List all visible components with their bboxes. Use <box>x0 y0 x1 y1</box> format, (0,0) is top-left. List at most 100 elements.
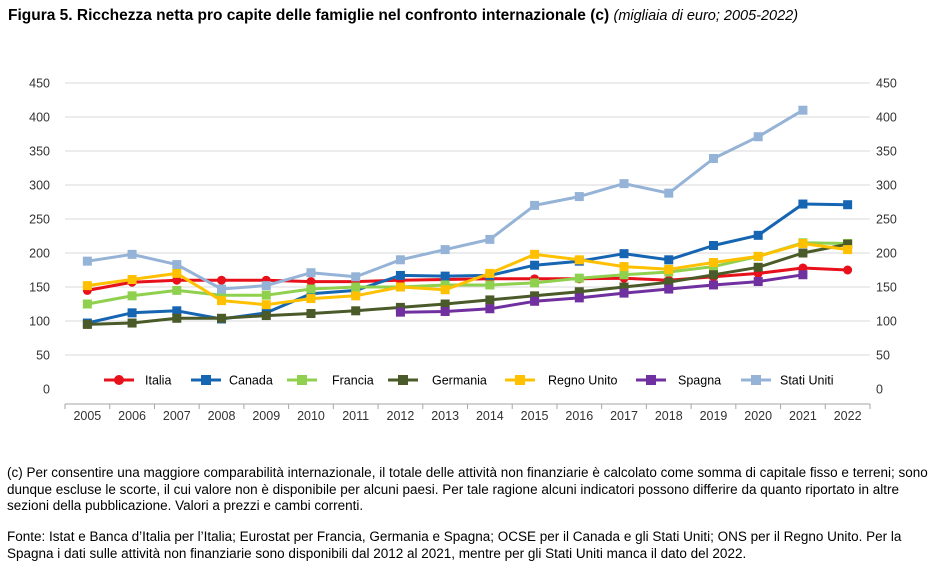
point-germania-2021 <box>798 248 808 258</box>
legend-label-regno-unito: Regno Unito <box>548 374 618 388</box>
legend-label-canada: Canada <box>229 374 273 388</box>
y-tick-right-150: 150 <box>876 281 897 295</box>
point-stati-uniti-2016 <box>574 192 584 202</box>
point-spagna-2015 <box>530 296 540 306</box>
point-stati-uniti-2013 <box>440 245 450 255</box>
point-francia-2016 <box>574 273 584 283</box>
point-regno-unito-2021 <box>798 238 808 248</box>
point-stati-uniti-2007 <box>172 260 182 270</box>
point-germania-2010 <box>306 309 316 319</box>
x-tick-2021: 2021 <box>789 409 817 423</box>
point-canada-2012 <box>395 270 405 280</box>
legend-marker-germania <box>398 375 408 385</box>
point-canada-2020 <box>753 230 763 240</box>
point-regno-unito-2010 <box>306 294 316 304</box>
point-francia-2014 <box>485 280 495 290</box>
point-germania-2016 <box>574 287 584 297</box>
legend-marker-spagna <box>646 375 656 385</box>
series-regno-unito <box>82 238 853 310</box>
point-francia-2008 <box>217 290 227 300</box>
point-francia-2013 <box>440 280 450 290</box>
point-spagna-2017 <box>619 288 629 298</box>
point-regno-unito-2006 <box>127 275 137 285</box>
point-regno-unito-2012 <box>395 282 405 292</box>
series-lines <box>82 105 853 329</box>
legend: Italia Canada Francia Germania Regno Unito Sp… <box>104 374 834 388</box>
y-tick-right-0: 0 <box>876 383 883 397</box>
point-germania-2014 <box>485 295 495 305</box>
point-germania-2012 <box>395 302 405 312</box>
point-stati-uniti-2006 <box>127 249 137 259</box>
point-regno-unito-2007 <box>172 268 182 278</box>
point-francia-2007 <box>172 285 182 295</box>
line-chart: 0 0 50 50 100 100 150 150 200 200 250 250 300 300 350 3… <box>29 77 897 424</box>
point-canada-2021 <box>798 199 808 209</box>
y-tick-left-150: 150 <box>29 281 50 295</box>
point-stati-uniti-2011 <box>351 272 361 282</box>
axes: 0 0 50 50 100 100 150 150 200 200 250 250 300 300 350 3… <box>29 77 897 424</box>
y-tick-left-350: 350 <box>29 145 50 159</box>
line-stati-uniti <box>87 108 804 291</box>
point-stati-uniti-2012 <box>395 255 405 265</box>
point-stati-uniti-2019 <box>708 153 718 163</box>
point-germania-2007 <box>172 313 182 323</box>
y-tick-right-200: 200 <box>876 247 897 261</box>
x-tick-2015: 2015 <box>521 409 549 423</box>
y-tick-right-400: 400 <box>876 111 897 125</box>
point-canada-2006 <box>127 308 137 318</box>
point-spagna-2021 <box>798 270 808 280</box>
y-tick-right-450: 450 <box>876 77 897 91</box>
y-tick-left-250: 250 <box>29 213 50 227</box>
x-tick-2009: 2009 <box>252 409 280 423</box>
point-spagna-2018 <box>664 284 674 294</box>
point-francia-2017 <box>619 270 629 280</box>
legend-item-germania: Germania <box>388 374 487 388</box>
y-tick-left-100: 100 <box>29 315 50 329</box>
point-francia-2009 <box>261 290 271 300</box>
x-tick-2016: 2016 <box>565 409 593 423</box>
point-stati-uniti-2015 <box>530 200 540 210</box>
point-regno-unito-2011 <box>351 291 361 301</box>
point-regno-unito-2016 <box>574 255 584 265</box>
y-tick-right-350: 350 <box>876 145 897 159</box>
point-italia-2008 <box>217 275 227 285</box>
point-germania-2009 <box>261 311 271 321</box>
point-canada-2010 <box>306 289 316 299</box>
legend-item-spagna: Spagna <box>636 374 721 388</box>
line-germania <box>87 242 848 326</box>
point-regno-unito-2005 <box>82 281 92 291</box>
legend-marker-regno-unito <box>515 375 525 385</box>
gridlines <box>65 82 870 356</box>
point-francia-2011 <box>351 282 361 292</box>
footnote-c: (c) Per consentire una maggiore comparab… <box>7 465 928 513</box>
point-stati-uniti-2017 <box>619 179 629 189</box>
x-tick-2011: 2011 <box>342 409 369 423</box>
y-tick-left-300: 300 <box>29 179 50 193</box>
point-canada-2013 <box>440 271 450 281</box>
point-francia-2010 <box>306 284 316 294</box>
point-germania-2020 <box>753 262 763 272</box>
chart-title: Figura 5. Ricchezza netta pro capite del… <box>8 6 928 26</box>
point-canada-2007 <box>172 306 182 316</box>
point-germania-2015 <box>530 291 540 301</box>
point-stati-uniti-2021 <box>798 105 808 115</box>
point-stati-uniti-2020 <box>753 132 763 142</box>
legend-label-stati-uniti: Stati Uniti <box>780 374 834 388</box>
point-germania-2022 <box>843 239 853 249</box>
point-spagna-2019 <box>708 280 718 290</box>
point-stati-uniti-2005 <box>82 256 92 266</box>
point-regno-unito-2009 <box>261 300 271 310</box>
legend-item-stati-uniti: Stati Uniti <box>741 374 834 388</box>
chart-title-main: Figura 5. Ricchezza netta pro capite del… <box>8 7 610 24</box>
line-francia <box>87 241 848 306</box>
legend-marker-stati-uniti <box>751 375 761 385</box>
point-canada-2018 <box>664 255 674 265</box>
legend-item-canada: Canada <box>191 374 273 388</box>
legend-marker-canada <box>201 375 211 385</box>
x-tick-2020: 2020 <box>744 409 772 423</box>
y-tick-left-200: 200 <box>29 247 50 261</box>
point-francia-2006 <box>127 291 137 301</box>
y-tick-right-300: 300 <box>876 179 897 193</box>
x-tick-2008: 2008 <box>208 409 236 423</box>
y-tick-left-50: 50 <box>36 349 50 363</box>
